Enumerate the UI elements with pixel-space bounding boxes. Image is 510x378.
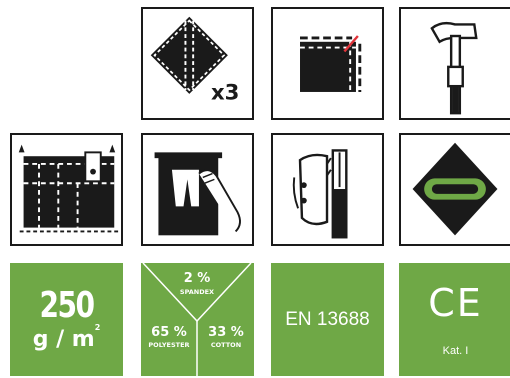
pocket-bag-tile (10, 133, 123, 246)
cotton-percent: 33 % (208, 325, 244, 340)
hammer-icon (430, 21, 478, 115)
wash-count-label: x3 (211, 81, 239, 106)
trouser-hanger-icon (154, 152, 241, 236)
standard-label: EN 13688 (285, 309, 370, 330)
reflective-band-tile (399, 133, 510, 246)
composition-y-divider: 2 % SPANDEX 65 % POLYESTER 33 % COTTON (142, 263, 252, 376)
knife-holster-tile (271, 133, 384, 246)
wash-x3-diamond-icon: x3 (150, 16, 239, 106)
ce-mark-tile: CE Kat. I (399, 263, 510, 376)
trouser-hanger-tile (141, 133, 254, 246)
fabric-weight-tile: 250 g / m2 (10, 263, 123, 376)
hammer-tile (399, 7, 510, 120)
polyester-label: POLYESTER (148, 341, 189, 349)
reflective-band-icon (412, 142, 498, 236)
spandex-percent: 2 % (184, 271, 211, 286)
wash-x3-tile: x3 (141, 7, 254, 120)
spandex-label: SPANDEX (180, 288, 214, 296)
standard-tile: EN 13688 (271, 263, 384, 376)
fabric-composition-tile: 2 % SPANDEX 65 % POLYESTER 33 % COTTON (141, 263, 254, 376)
ce-category-label: Kat. I (442, 345, 469, 357)
knife-holster-icon (292, 149, 348, 239)
pocket-bag-icon (18, 144, 119, 233)
cotton-label: COTTON (211, 341, 241, 349)
fabric-trim-tile (271, 7, 384, 120)
fabric-weight-unit: g / m2 (32, 323, 101, 352)
fabric-weight-value: 250 (39, 285, 96, 326)
polyester-percent: 65 % (151, 325, 187, 340)
ce-mark-icon: CE (428, 281, 483, 325)
fabric-trim-icon (300, 35, 362, 92)
